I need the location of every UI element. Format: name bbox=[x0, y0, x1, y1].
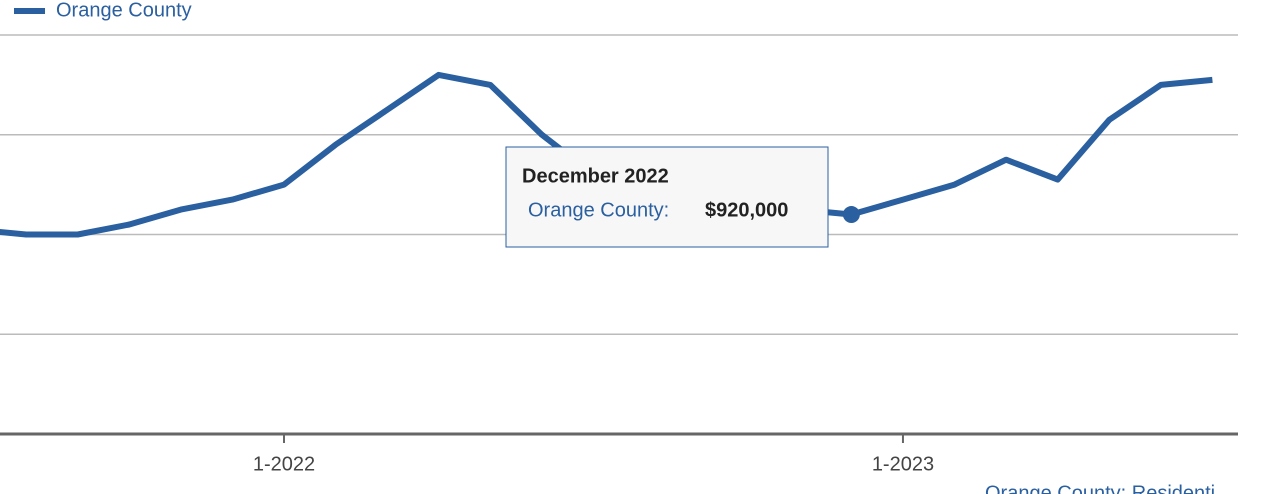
x-tick-label: 1-2023 bbox=[872, 453, 934, 475]
tooltip: December 2022 Orange County: $920,000 bbox=[505, 146, 829, 248]
legend: Orange County bbox=[14, 0, 192, 21]
tooltip-box bbox=[505, 146, 829, 248]
tooltip-title: December 2022 bbox=[522, 165, 669, 187]
tooltip-label: Orange County: bbox=[528, 199, 669, 221]
tooltip-value: $920,000 bbox=[705, 199, 788, 221]
x-tick-label: 1-2022 bbox=[253, 453, 315, 475]
source-link[interactable]: Orange County: Residenti bbox=[985, 482, 1215, 494]
highlight-point bbox=[842, 206, 860, 224]
grid: 700000800000900000100000011000001-20221-… bbox=[0, 34, 1238, 475]
legend-swatch bbox=[14, 8, 45, 14]
legend-label: Orange County bbox=[56, 0, 192, 21]
